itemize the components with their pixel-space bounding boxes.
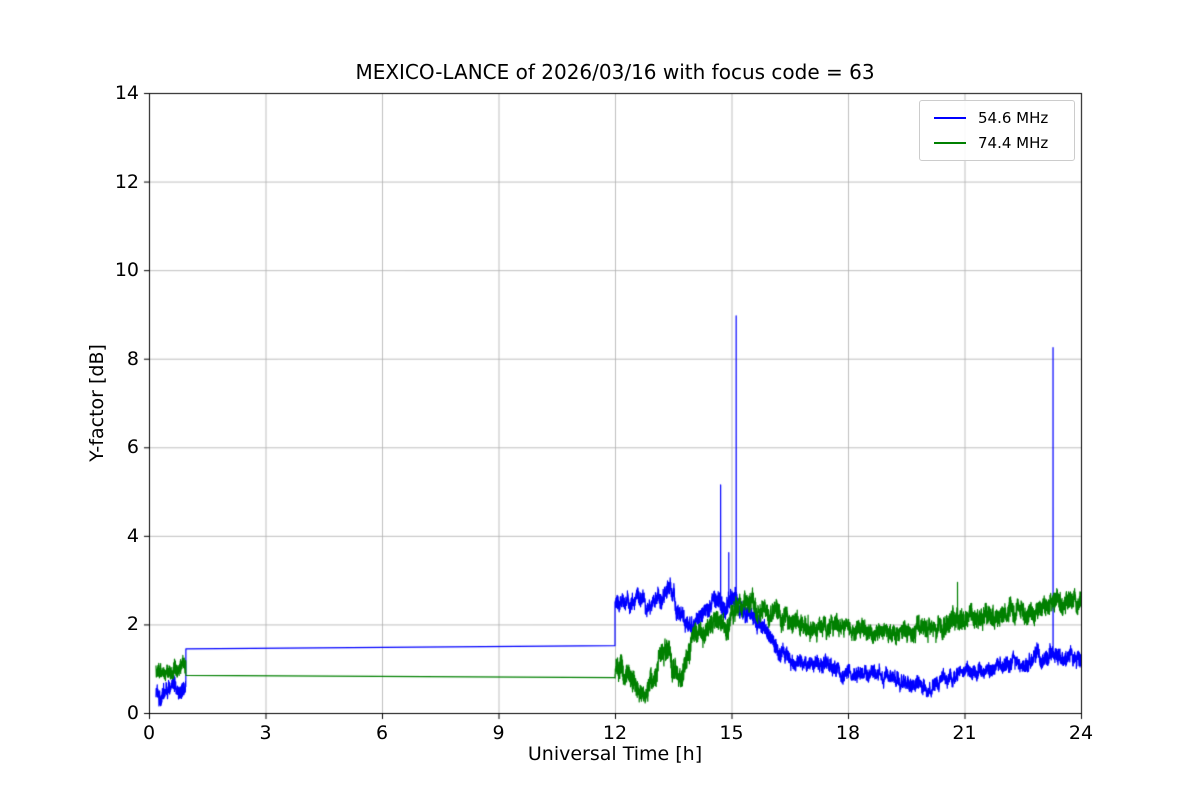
legend-label: 54.6 MHz — [978, 109, 1049, 127]
legend: 54.6 MHz 74.4 MHz — [919, 100, 1075, 161]
x-axis-label: Universal Time [h] — [527, 743, 703, 765]
legend-line-sample-54-6-mhz — [934, 117, 966, 119]
legend-item: 54.6 MHz — [930, 109, 1064, 127]
legend-line-sample-74-4-mhz — [934, 142, 966, 144]
chart-title: MEXICO-LANCE of 2026/03/16 with focus co… — [355, 60, 875, 84]
legend-label: 74.4 MHz — [978, 134, 1049, 152]
legend-item: 74.4 MHz — [930, 134, 1064, 152]
y-axis-label: Y-factor [dB] — [86, 344, 108, 462]
